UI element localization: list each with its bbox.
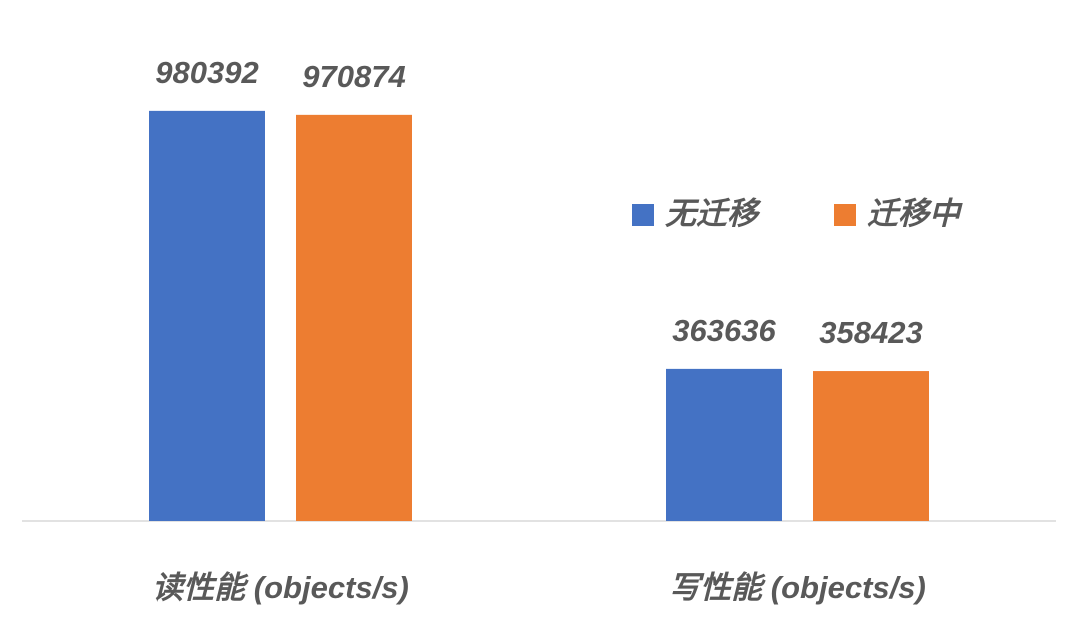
value-label: 970874: [302, 59, 405, 94]
bar: [296, 114, 412, 521]
bar: [149, 110, 265, 521]
bar: [813, 371, 929, 521]
value-label: 980392: [155, 55, 258, 90]
x-tick-label: 读性能 (objects/s): [152, 570, 409, 605]
legend-swatch: [632, 204, 654, 226]
bar: [666, 368, 782, 521]
x-tick-label: 写性能 (objects/s): [669, 570, 926, 605]
value-label: 363636: [672, 313, 776, 348]
legend-label: 无迁移: [665, 196, 762, 231]
value-label: 358423: [819, 315, 922, 350]
legend-label: 迁移中: [867, 196, 963, 231]
legend-swatch: [834, 204, 856, 226]
